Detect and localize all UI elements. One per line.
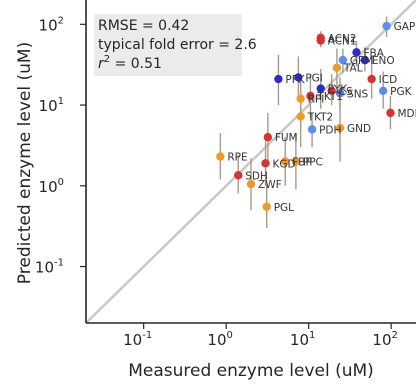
point-label-pgl: PGL: [274, 202, 294, 214]
x-tick-label-10: 101: [290, 330, 315, 349]
point-label-acn2: ACN2: [328, 33, 357, 45]
point-tkt2: [296, 112, 305, 121]
point-pgk: [378, 86, 388, 96]
y-tick-label-100: 102: [39, 15, 64, 34]
point-label-zwf: ZWF: [258, 179, 282, 191]
x-axis-label: Measured enzyme level (uM): [128, 361, 374, 381]
point-label-pdh: PDH: [319, 124, 341, 136]
y-tick-label-0-1: 10-1: [35, 258, 64, 277]
point-label-gap: GAP: [394, 21, 416, 33]
x-tick-label-1: 100: [207, 330, 232, 349]
point-fba: [352, 48, 361, 57]
stats-fold-error: typical fold error = 2.6: [98, 37, 257, 53]
point-kgd: [261, 159, 270, 168]
point-label-pyk: PYK: [328, 84, 349, 96]
point-pgl: [262, 202, 271, 211]
point-pgi: [294, 73, 303, 82]
point-pyk: [316, 84, 325, 93]
point-label-rpe: RPE: [227, 152, 247, 164]
point-zwf: [246, 179, 256, 189]
point-label-mdh: MDH: [397, 108, 416, 120]
point-icd: [367, 74, 376, 84]
point-label-gnd: GND: [347, 123, 371, 135]
tick-layer: 10-1 100 101 102 10-1 100 101 102: [35, 15, 398, 349]
point-tkt1: [306, 91, 315, 101]
point-layer: [216, 21, 395, 211]
point-label-sdh: SDH: [245, 170, 268, 182]
point-gap: [382, 21, 391, 31]
point-gnd: [335, 123, 345, 133]
point-tal: [332, 63, 342, 72]
point-label-cs: CS: [339, 86, 353, 98]
point-label-pgk: PGK: [390, 86, 412, 98]
stats-annotation-box: RMSE = 0.42 typical fold error = 2.6 r2 …: [94, 14, 257, 76]
point-ppc: [291, 157, 301, 166]
point-sns: [335, 89, 345, 98]
point-acn1: [316, 36, 325, 45]
point-label-sns: SNS: [347, 88, 369, 100]
point-mdh: [386, 108, 395, 118]
point-label-gpm: GPM: [350, 55, 374, 67]
point-sdh: [234, 171, 243, 180]
point-gpm: [338, 55, 348, 65]
axes-layer: [85, 0, 416, 324]
point-fum: [263, 132, 273, 142]
point-label-fbp: FBP: [292, 157, 312, 169]
point-pdh: [307, 125, 317, 134]
point-label-fba: FBA: [363, 47, 384, 59]
point-rpe: [216, 152, 225, 161]
point-label-rpi: RPI: [308, 94, 325, 106]
point-fbp: [281, 157, 290, 166]
point-label-tkt1: TKT1: [316, 91, 343, 103]
point-eno: [360, 55, 370, 65]
stats-r2: r2 = 0.51: [98, 54, 162, 72]
point-label-acn1: ACN1: [328, 36, 357, 48]
point-cs: [327, 86, 336, 96]
point-rpi: [296, 94, 305, 103]
stats-box-background: [94, 14, 242, 76]
point-label-icd: ICD: [379, 74, 398, 86]
y-tick-label-10: 101: [39, 96, 64, 115]
point-label-tkt2: TKT2: [307, 112, 334, 124]
y-axis-label: Predicted enzyme level (uM): [15, 42, 35, 284]
point-label-tal: TAL: [343, 63, 363, 75]
stats-rmse: RMSE = 0.42: [98, 18, 189, 34]
point-label-fum: FUM: [275, 132, 298, 144]
point-pfk: [274, 74, 283, 84]
x-tick-label-0-1: 10-1: [123, 330, 152, 349]
y-tick-label-1: 100: [39, 177, 64, 196]
point-label-eno: ENO: [372, 55, 395, 67]
point-label-pgi: PGI: [305, 72, 323, 84]
point-label-kgd: KGD: [273, 158, 296, 170]
point-label-ppc: PPC: [303, 157, 323, 169]
point-label-pfk: PFK: [285, 74, 305, 86]
x-tick-label-100: 102: [372, 330, 397, 349]
